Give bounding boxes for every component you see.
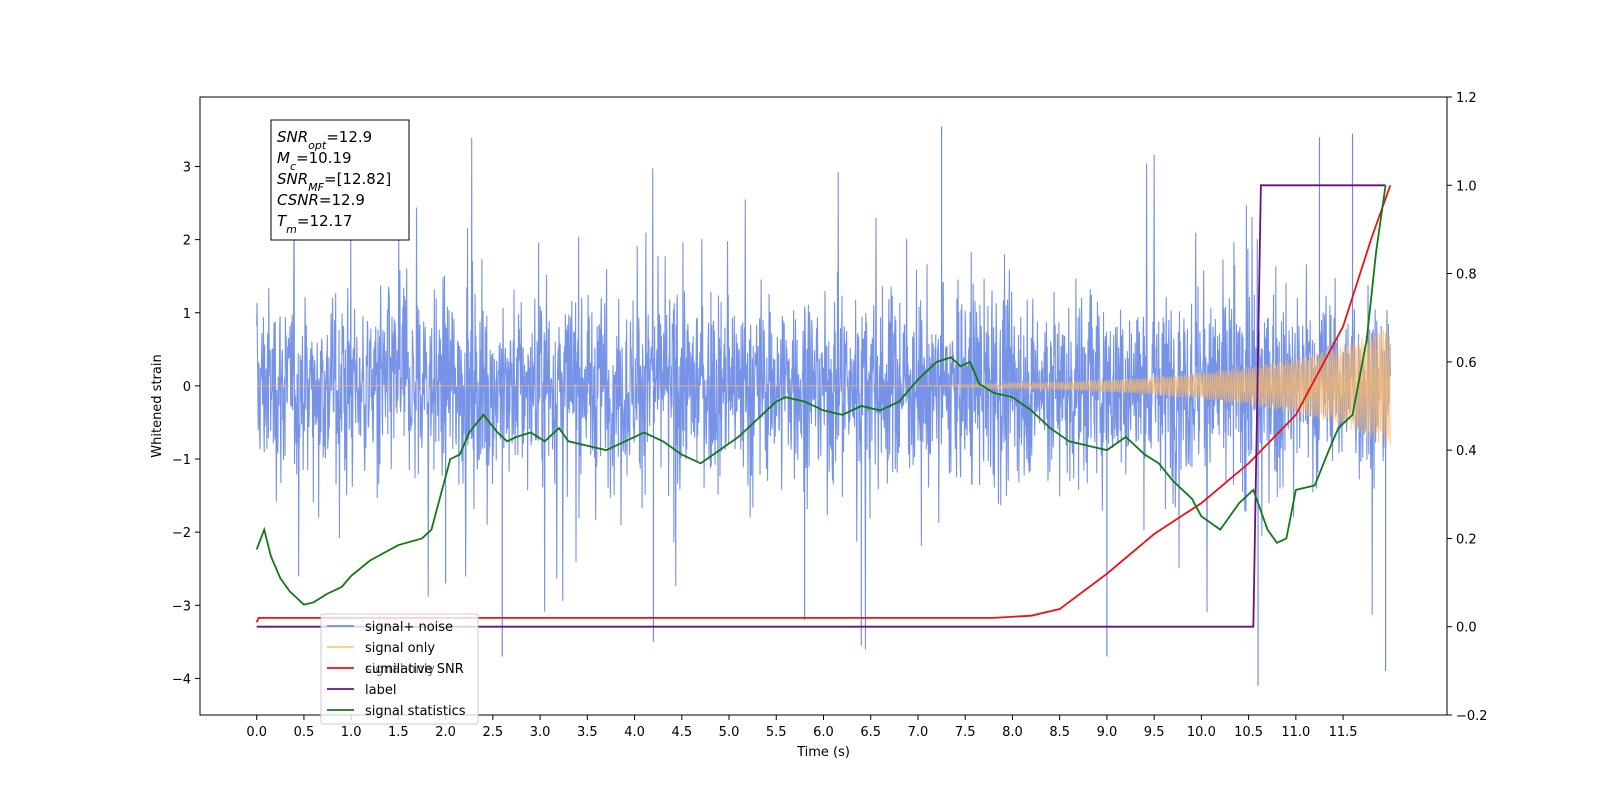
x-tick-label: 2.5 xyxy=(483,725,504,740)
x-tick-label: 10.5 xyxy=(1234,725,1263,740)
series-label xyxy=(256,184,1386,628)
annotation-line: Mc=10.19 xyxy=(277,149,352,173)
y2-tick-label: 0.2 xyxy=(1456,532,1477,547)
stats-annotation-box: SNRopt=12.9Mc=10.19SNRMF=[12.82]CSNR=12.… xyxy=(270,119,410,241)
y2-tick-label: 0.8 xyxy=(1456,268,1477,283)
x-tick-label: 0.0 xyxy=(246,725,267,740)
legend-label: cumilative SNR xyxy=(365,662,464,677)
legend-label: label xyxy=(365,683,396,698)
legend-label: signal only xyxy=(365,641,435,656)
y-tick-label: −1 xyxy=(172,453,191,468)
x-tick-label: 7.0 xyxy=(908,725,929,740)
y2-tick-label: −0.2 xyxy=(1456,709,1488,724)
legend-label: signal statistics xyxy=(365,704,466,719)
x-tick-label: 1.0 xyxy=(341,725,362,740)
y2-tick-label: 0.0 xyxy=(1456,621,1477,636)
x-tick-label: 6.0 xyxy=(813,725,834,740)
legend-ghost-label: signal only xyxy=(365,662,435,677)
x-tick-label: 11.0 xyxy=(1281,725,1310,740)
x-tick-label: 8.0 xyxy=(1002,725,1023,740)
x-tick-label: 1.5 xyxy=(388,725,409,740)
x-tick-label: 3.5 xyxy=(577,725,598,740)
y2-tick-label: 1.2 xyxy=(1456,91,1477,106)
y-axis-left: 3 2 1 0 −1 −2 −3 −4 xyxy=(172,160,200,687)
y2-tick-label: 0.6 xyxy=(1456,356,1477,371)
annotation-line: SNRopt=12.9 xyxy=(277,128,372,152)
y2-tick-label: 1.0 xyxy=(1456,179,1477,194)
y-tick-label: 3 xyxy=(183,160,191,175)
x-tick-label: 4.0 xyxy=(624,725,645,740)
plot-area xyxy=(255,126,1392,686)
series-cumulative-snr xyxy=(255,184,1392,623)
x-axis-label: Time (s) xyxy=(796,745,850,760)
y-tick-label: −4 xyxy=(172,672,191,687)
y-tick-label: −3 xyxy=(172,599,191,614)
y-tick-label: 1 xyxy=(183,307,191,322)
x-tick-label: 4.5 xyxy=(671,725,692,740)
x-tick-label: 3.0 xyxy=(530,725,551,740)
annotation-line: CSNR=12.9 xyxy=(277,191,365,209)
legend-frame xyxy=(320,613,479,725)
x-tick-label: 9.5 xyxy=(1144,725,1165,740)
x-axis: 0.0 0.5 1.0 1.5 2.0 2.5 3.0 3.5 4.0 4.5 5.0 5.5 6.0 6… xyxy=(246,715,1358,740)
x-tick-label: 2.0 xyxy=(435,725,456,740)
annotation-frame xyxy=(270,119,410,241)
x-tick-label: 5.0 xyxy=(719,725,740,740)
x-tick-label: 0.5 xyxy=(294,725,315,740)
legend-label: signal+ noise xyxy=(365,620,453,635)
y-tick-label: 0 xyxy=(183,380,191,395)
y2-tick-label: 0.4 xyxy=(1456,444,1477,459)
y-axis-label: Whitened strain xyxy=(150,354,165,457)
y-axis-right: 1.2 1.0 0.8 0.6 0.4 0.2 0.0 −0.2 xyxy=(1447,91,1488,724)
x-tick-label: 10.0 xyxy=(1187,725,1216,740)
y-tick-label: 2 xyxy=(183,234,191,249)
y-tick-label: −2 xyxy=(172,526,191,541)
series-signal-only xyxy=(256,325,1391,446)
x-tick-label: 5.5 xyxy=(766,725,787,740)
annotation-line: SNRMF=[12.82] xyxy=(277,170,391,194)
annotation-line: Tm=12.17 xyxy=(277,212,352,236)
x-tick-label: 9.0 xyxy=(1097,725,1118,740)
x-tick-label: 7.5 xyxy=(955,725,976,740)
x-tick-label: 8.5 xyxy=(1049,725,1070,740)
x-tick-label: 6.5 xyxy=(860,725,881,740)
x-tick-label: 11.5 xyxy=(1329,725,1358,740)
series-signal-statistics xyxy=(255,185,1387,606)
